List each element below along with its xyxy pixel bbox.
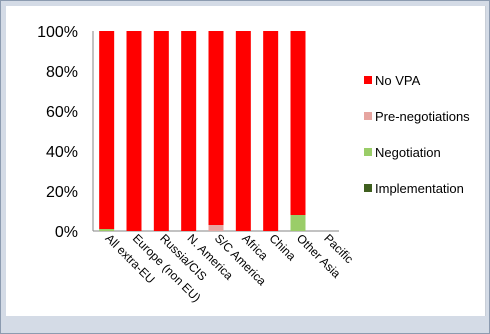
legend-swatch	[364, 184, 372, 192]
legend-item: Negotiation	[364, 144, 441, 160]
legend-item: Pre-negotiations	[364, 108, 470, 124]
bar-segment	[99, 229, 115, 231]
x-category-label: China	[267, 231, 299, 263]
y-tick-label: 100%	[37, 24, 78, 41]
legend-label: Negotiation	[375, 144, 441, 160]
bar-segment	[181, 31, 197, 231]
bar-segment	[263, 31, 279, 231]
bar-segment	[208, 225, 224, 231]
y-tick-label: 60%	[46, 104, 78, 121]
legend-label: Pre-negotiations	[375, 108, 470, 124]
legend-item: No VPA	[364, 72, 420, 88]
bar-segment	[153, 31, 169, 231]
bar-segment	[208, 31, 224, 225]
legend-label: No VPA	[375, 72, 421, 88]
bar-segment	[126, 31, 142, 231]
legend-swatch	[364, 148, 372, 156]
chart-area: 0% 20% 40% 60% 80% 100% All extra-EU Europe (no…	[6, 6, 486, 316]
y-tick-label: 0%	[55, 224, 78, 241]
y-tick-label: 20%	[46, 184, 78, 201]
legend-swatch	[364, 112, 372, 120]
bar-segment	[235, 31, 251, 231]
legend-item: Implementation	[364, 180, 464, 196]
y-tick-label: 80%	[46, 64, 78, 81]
legend-label: Implementation	[375, 180, 464, 196]
bar-segment	[290, 215, 306, 231]
bar-segment	[290, 31, 306, 215]
y-tick-label: 40%	[46, 144, 78, 161]
bar-segment	[99, 31, 115, 229]
legend-swatch	[364, 76, 372, 84]
